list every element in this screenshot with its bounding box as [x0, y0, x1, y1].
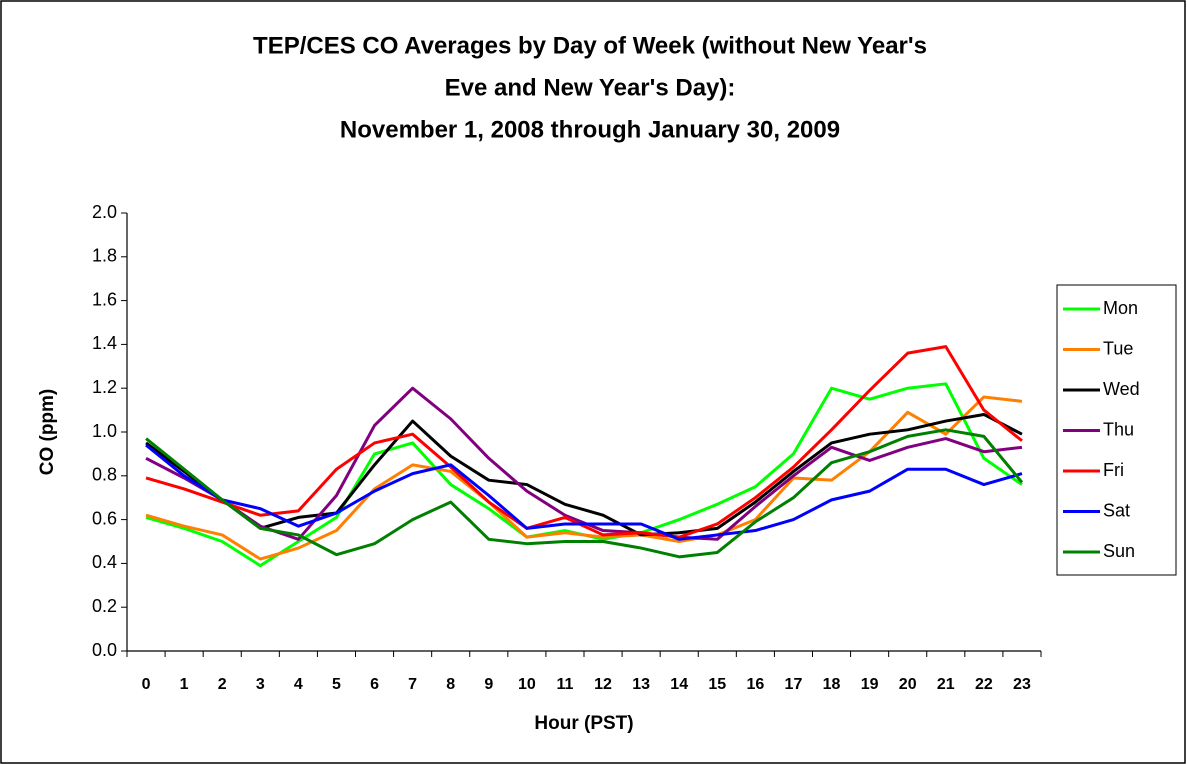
x-axis-label: Hour (PST) — [534, 713, 633, 734]
line-series — [145, 395, 1023, 561]
y-axis-label: CO (ppm) — [37, 389, 58, 476]
y-tick-label: 0.0 — [92, 640, 117, 660]
y-tick-label: 1.0 — [92, 421, 117, 441]
y-tick-label: 1.6 — [92, 289, 117, 309]
legend-label: Sun — [1103, 541, 1135, 561]
x-tick-label: 15 — [708, 676, 726, 693]
x-tick-label: 11 — [556, 676, 573, 693]
x-tick-label: 0 — [142, 676, 151, 693]
x-tick-label: 7 — [408, 676, 417, 693]
x-tick-label: 19 — [861, 676, 879, 693]
x-tick-label: 20 — [899, 676, 917, 693]
x-tick-label: 23 — [1013, 676, 1031, 693]
x-tick-label: 3 — [256, 676, 265, 693]
y-tick-label: 0.2 — [92, 596, 117, 616]
legend-label: Fri — [1103, 460, 1124, 480]
x-tick-label: 22 — [975, 676, 993, 693]
legend-label: Wed — [1103, 379, 1140, 399]
x-tick-label: 14 — [670, 676, 688, 693]
x-tick-label: 5 — [332, 676, 341, 693]
x-tick-label: 17 — [785, 676, 803, 693]
x-tick-label: 4 — [294, 676, 303, 693]
line-series — [145, 345, 1023, 539]
x-tick-label: 13 — [632, 676, 650, 693]
x-tick-label: 16 — [746, 676, 764, 693]
x-tick-label: 12 — [594, 676, 612, 693]
y-tick-label: 0.4 — [92, 552, 117, 572]
x-tick-label: 6 — [370, 676, 379, 693]
line-series — [145, 443, 1023, 541]
y-tick-label: 0.8 — [92, 465, 117, 485]
y-tick-label: 0.6 — [92, 508, 117, 528]
chart-title: Eve and New Year's Day): — [445, 74, 736, 101]
x-tick-label: 10 — [518, 676, 536, 693]
legend-label: Thu — [1103, 419, 1134, 439]
line-series — [145, 428, 1024, 559]
x-tick-label: 18 — [823, 676, 841, 693]
legend-label: Tue — [1103, 338, 1133, 358]
y-tick-label: 1.2 — [92, 377, 117, 397]
y-tick-label: 1.8 — [92, 246, 117, 266]
y-tick-label: 1.4 — [92, 333, 117, 353]
legend-label: Sat — [1103, 500, 1130, 520]
chart-title: November 1, 2008 through January 30, 200… — [340, 116, 840, 143]
legend-label: Mon — [1103, 298, 1138, 318]
x-tick-label: 1 — [180, 676, 189, 693]
x-tick-label: 2 — [218, 676, 227, 693]
chart-title: TEP/CES CO Averages by Day of Week (with… — [253, 32, 927, 59]
y-tick-label: 2.0 — [92, 202, 117, 222]
x-tick-label: 9 — [484, 676, 493, 693]
line-series — [145, 412, 1023, 537]
x-tick-label: 21 — [937, 676, 955, 693]
x-tick-label: 8 — [446, 676, 455, 693]
